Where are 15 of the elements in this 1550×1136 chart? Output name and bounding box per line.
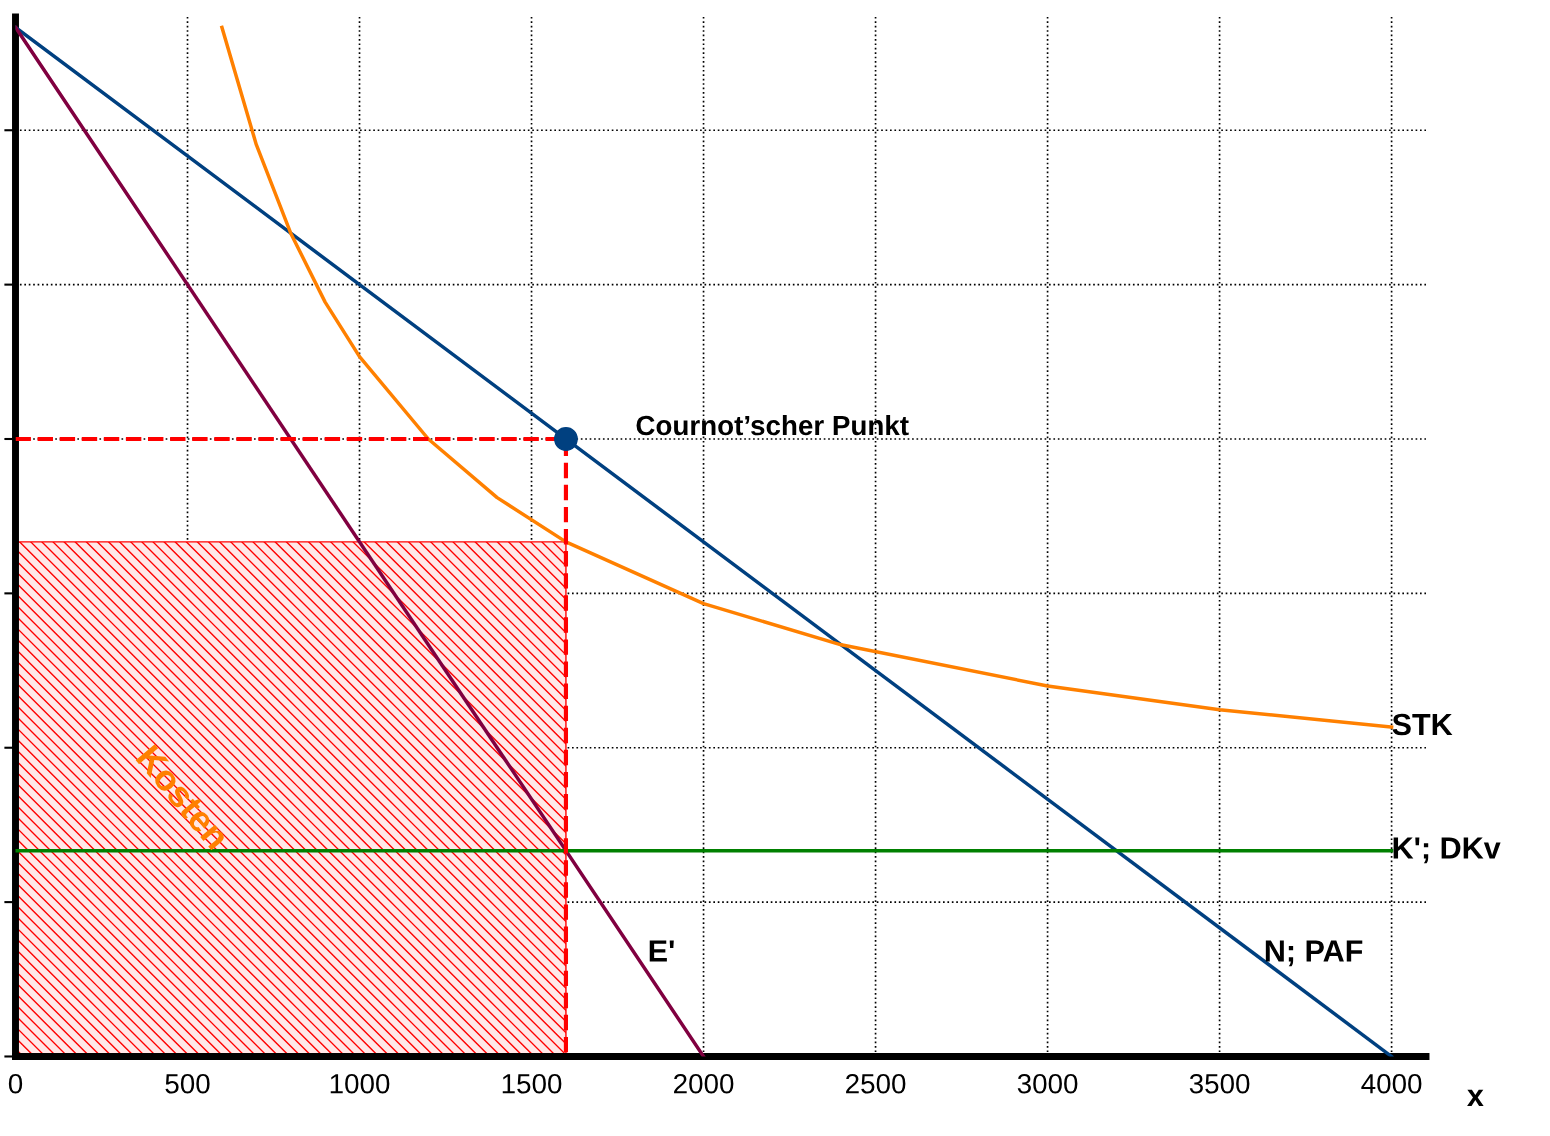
series-label: E': [649, 940, 674, 962]
x-axis-title: x: [1467, 1089, 1484, 1106]
x-tick-label: 2500: [846, 1073, 906, 1094]
x-tick-label: 0: [8, 1073, 23, 1094]
x-tick-label: 3500: [1189, 1073, 1250, 1094]
series-label: K'; DKv: [1393, 837, 1501, 864]
series-label: N; PAF: [1265, 940, 1363, 967]
x-tick-label: 500: [165, 1073, 210, 1094]
annotation: Cournot’scher Punkt: [636, 414, 909, 436]
x-tick-label: 3000: [1017, 1073, 1078, 1094]
x-tick-label: 4000: [1361, 1073, 1422, 1094]
x-tick-label: 2000: [674, 1073, 734, 1094]
x-tick-label: 1500: [502, 1073, 562, 1094]
x-tick-label: 1000: [330, 1073, 390, 1094]
series-label: STK: [1392, 713, 1453, 736]
